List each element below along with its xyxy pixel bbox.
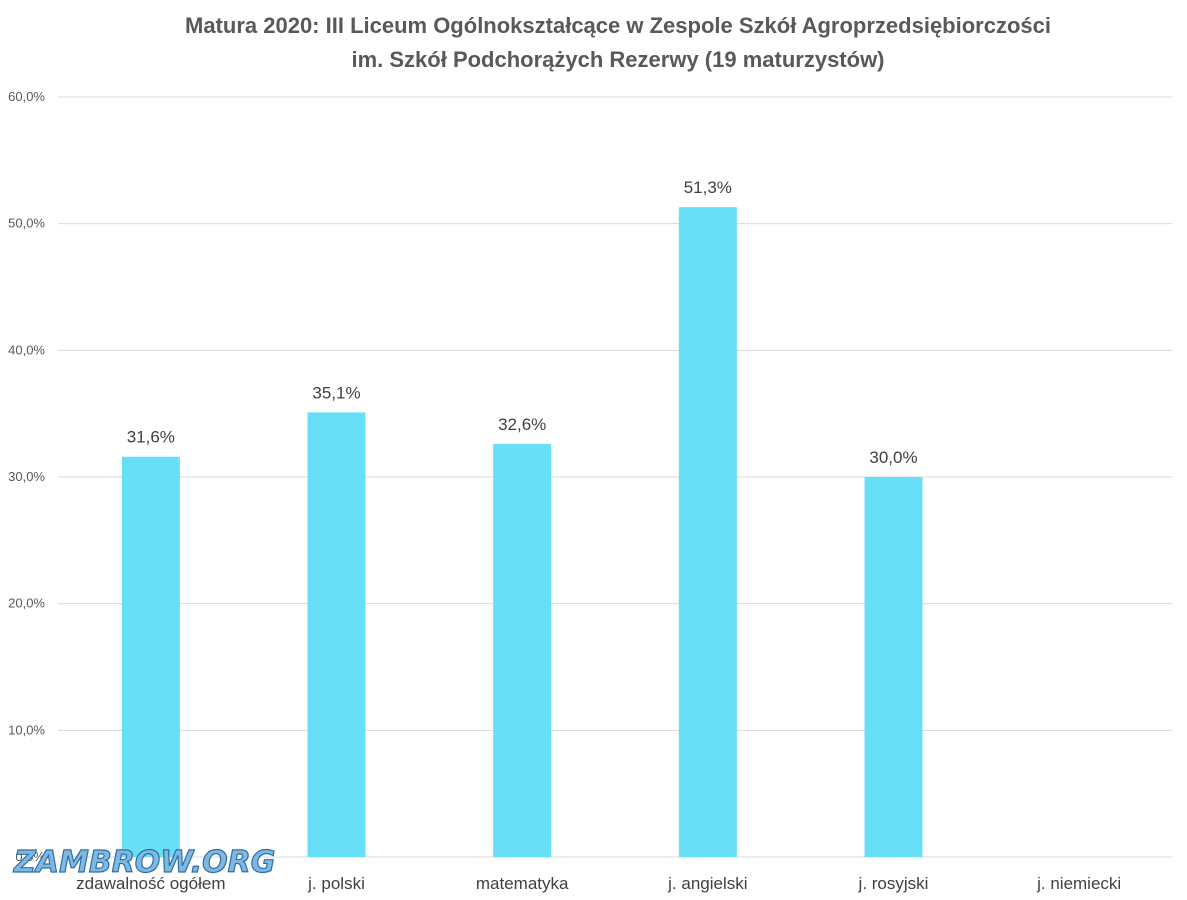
x-axis-labels: zdawalność ogółem j. polski matematyka j. a… [76, 874, 1121, 893]
y-tick-label: 60,0% [8, 89, 45, 104]
data-labels: 31,6% 35,1% 32,6% 51,3% 30,0% [127, 178, 918, 467]
y-axis-ticks: 0,0% 10,0% 20,0% 30,0% 40,0% 50,0% 60,0% [8, 89, 45, 864]
bar [121, 456, 180, 857]
bar-data-label: 31,6% [127, 428, 175, 447]
bar [864, 477, 923, 857]
y-tick-label: 10,0% [8, 722, 45, 737]
x-category-label: j. polski [307, 874, 365, 893]
chart-title-line-2: im. Szkół Podchorążych Rezerwy (19 matur… [351, 47, 884, 72]
y-tick-label: 20,0% [8, 596, 45, 611]
y-tick-label: 40,0% [8, 342, 45, 357]
gridlines [58, 96, 1172, 858]
x-category-label: zdawalność ogółem [76, 874, 225, 893]
watermark-logo: ZAMBROW.ORG [13, 845, 275, 880]
bars [121, 207, 923, 857]
x-category-label: matematyka [476, 874, 569, 893]
x-category-label: j. angielski [667, 874, 747, 893]
y-tick-label: 50,0% [8, 216, 45, 231]
x-category-label: j. rosyjski [858, 874, 929, 893]
y-tick-label: 0,0% [15, 849, 45, 864]
bar [307, 412, 366, 857]
chart-title-line-1: Matura 2020: III Liceum Ogólnokształcące… [185, 13, 1051, 38]
bar-data-label: 32,6% [498, 415, 546, 434]
y-tick-label: 30,0% [8, 469, 45, 484]
bar-data-label: 30,0% [869, 448, 917, 467]
x-category-label: j. niemiecki [1036, 874, 1121, 893]
bar [678, 207, 737, 857]
bar [493, 444, 552, 857]
bar-data-label: 51,3% [684, 178, 732, 197]
bar-data-label: 35,1% [312, 383, 360, 402]
